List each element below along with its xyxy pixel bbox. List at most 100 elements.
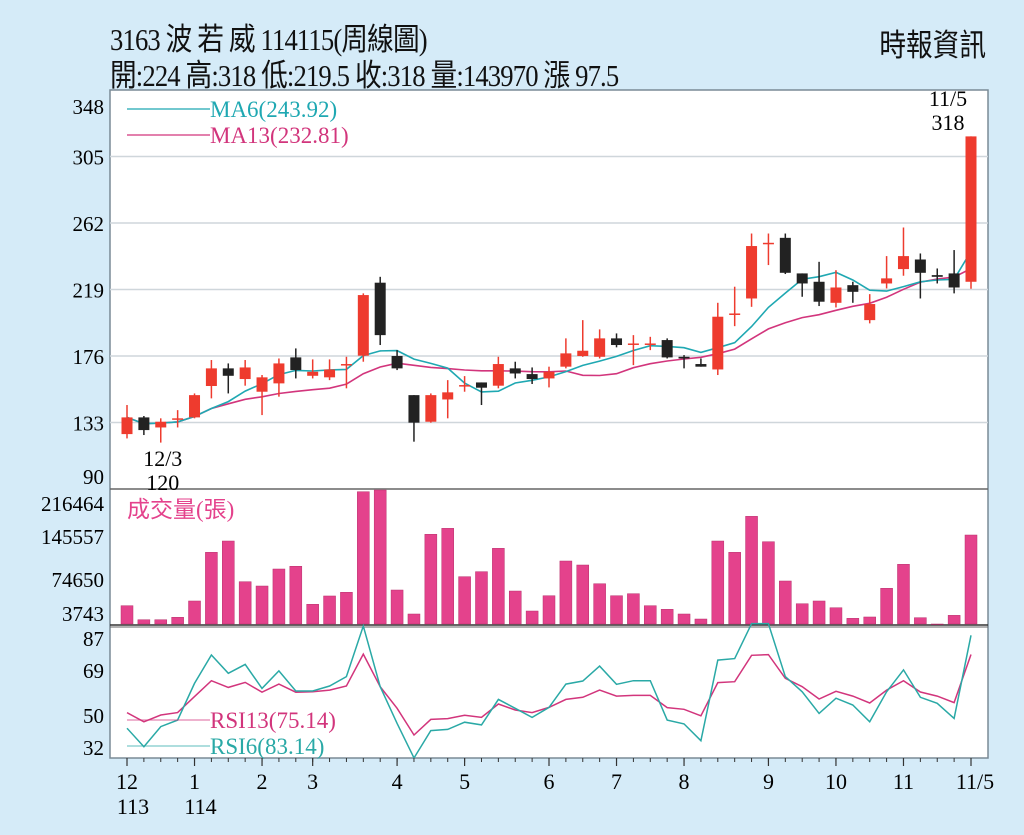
x-tick-label: 8 [679,769,690,794]
candle-down [526,374,538,380]
candle-up [340,364,352,366]
x-tick-year: 114 [184,794,216,819]
price-tick-label: 133 [73,412,105,436]
volume-bar [694,618,708,625]
volume-bar [880,588,893,625]
volume-bar [964,534,978,625]
candle-up [189,395,201,418]
annotation-date: 12/3 [143,446,182,471]
volume-bar [390,589,404,625]
candle-up [172,418,184,420]
candle-down [813,281,825,302]
volume-tick-label: 145557 [41,525,104,549]
plot-area [109,89,989,759]
x-tick-label: 6 [544,769,555,794]
rsi-tick-label: 87 [83,627,104,651]
volume-bar [120,605,134,625]
candle-up [729,313,741,315]
volume-bar [492,548,505,625]
volume-bar [542,595,556,625]
x-tick-label: 2 [257,769,268,794]
volume-bar [323,595,336,625]
candle-down [611,338,623,346]
ma6-legend-label: MA6(243.92) [210,97,337,122]
volume-bar [458,576,471,625]
candle-down [678,356,690,359]
candle-up [273,363,285,384]
volume-bar [914,617,927,625]
volume-bar [728,552,741,625]
volume-tick-label: 74650 [52,568,105,592]
volume-bar [610,595,623,625]
candle-down [222,368,234,376]
candle-up [442,392,454,400]
candle-up [746,246,758,299]
volume-tick-label: 3743 [62,602,104,626]
candle-up [864,304,876,321]
volume-bar [644,605,657,625]
candle-up [121,417,133,435]
x-tick-label: 9 [763,769,774,794]
candle-up [425,395,437,422]
candle-up [459,385,471,387]
candle-up [712,316,724,370]
price-tick-label: 262 [73,212,105,236]
volume-bar [897,564,910,625]
rsi6-legend-label: RSI6(83.14) [210,734,324,759]
volume-bar [863,616,876,625]
volume-bar [559,560,573,625]
candle-up [644,343,656,345]
volume-bar [255,585,269,625]
volume-bar [407,613,421,625]
candle-up [307,371,319,376]
volume-bar [272,568,286,625]
candle-up [205,368,217,387]
x-tick-label: 10 [825,769,847,794]
volume-bar [593,583,606,625]
candle-down [779,237,791,273]
candle-down [138,417,150,431]
candle-up [155,421,167,428]
x-tick-label: 4 [392,769,403,794]
candle-down [661,340,673,358]
x-tick-year: 113 [117,794,149,819]
volume-bar [238,581,252,625]
candle-up [965,136,977,282]
volume-bar [795,603,809,625]
volume-bar [205,552,218,625]
volume-bar [137,619,151,625]
price-tick-label: 90 [83,465,104,489]
volume-bar [576,564,590,625]
volume-bar [812,600,826,625]
volume-bar [525,610,539,625]
candle-down [914,259,926,273]
price-tick-label: 348 [73,95,105,119]
volume-bar [475,571,488,625]
rsi13-legend-label: RSI13(75.14) [210,708,336,733]
source-label: 時報資訊 [879,28,986,63]
volume-bar [441,528,454,625]
candle-up [324,369,336,378]
volume-bar [829,607,843,625]
chart-title: 3163 波 若 威 114115(周線圖) [110,22,428,57]
volume-bar [930,623,944,625]
candle-up [762,242,774,245]
rsi6-line [126,622,972,760]
volume-bar [711,540,725,625]
volume-bar [154,619,168,625]
candle-down [290,357,302,371]
candle-up [830,287,842,303]
volume-bar [340,592,353,625]
ma13-legend-label: MA13(232.81) [210,123,349,148]
volume-bar [677,613,691,625]
volume-bar [947,615,961,625]
price-tick-label: 219 [73,279,105,303]
volume-bar [222,540,235,625]
rsi-tick-label: 50 [83,704,104,728]
x-tick-label: 12 [116,769,138,794]
volume-bar [660,609,674,625]
x-tick-label: 1 [189,769,200,794]
candle-up [543,371,555,379]
volume-bar [846,618,860,625]
